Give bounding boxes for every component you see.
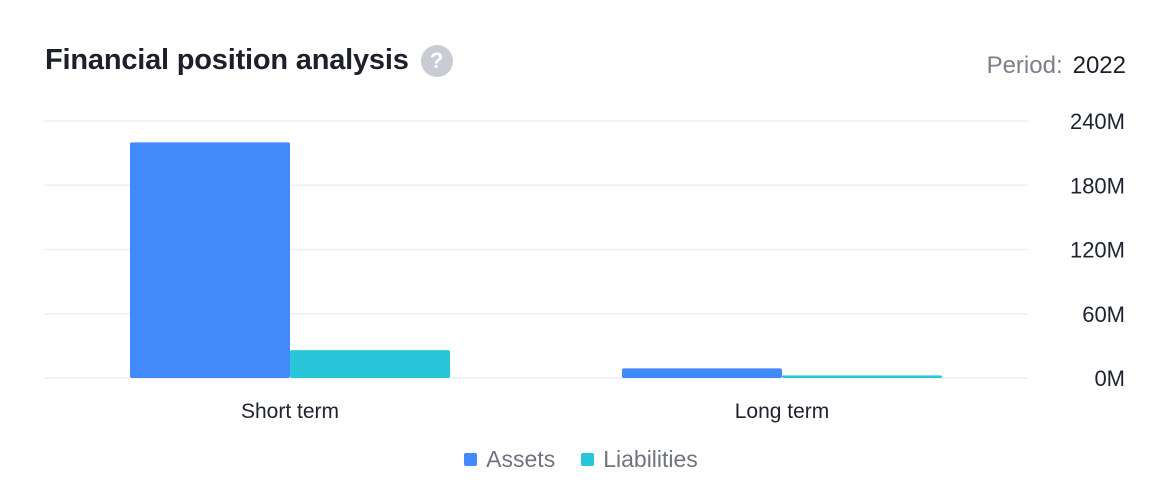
bars bbox=[130, 142, 942, 378]
legend-swatch-assets bbox=[464, 453, 478, 466]
period-label: Period: bbox=[986, 52, 1063, 79]
chart-title: Financial position analysis bbox=[45, 44, 409, 76]
x-tick-label: Short term bbox=[241, 400, 339, 423]
y-tick-label: 180M bbox=[1070, 173, 1125, 198]
legend-item-assets[interactable]: Assets bbox=[464, 446, 555, 473]
y-axis-ticks: 0M 60M 120M 180M 240M bbox=[1070, 109, 1125, 391]
bar-assets-short-term[interactable] bbox=[130, 142, 290, 378]
legend-swatch-liabilities bbox=[581, 453, 595, 466]
x-tick-label: Long term bbox=[735, 400, 830, 423]
y-tick-label: 60M bbox=[1082, 302, 1125, 327]
period-value: 2022 bbox=[1072, 52, 1126, 79]
chart-legend: Assets Liabilities bbox=[0, 446, 1162, 473]
question-mark-icon[interactable]: ? bbox=[420, 44, 453, 77]
bar-chart: 0M 60M 120M 180M 240M Short term Long term bbox=[44, 109, 1125, 423]
y-tick-label: 0M bbox=[1094, 366, 1125, 391]
legend-item-liabilities[interactable]: Liabilities bbox=[581, 446, 698, 473]
bar-liabilities-long-term[interactable] bbox=[782, 375, 942, 378]
legend-label-assets: Assets bbox=[486, 446, 556, 472]
legend-label-liabilities: Liabilities bbox=[603, 446, 698, 472]
chart-header: Financial position analysis ? bbox=[45, 44, 453, 77]
y-tick-label: 120M bbox=[1070, 238, 1125, 263]
y-tick-label: 240M bbox=[1070, 109, 1125, 134]
bar-assets-long-term[interactable] bbox=[622, 368, 782, 378]
period-selector[interactable]: Period: 2022 bbox=[987, 52, 1126, 80]
x-axis-ticks: Short term Long term bbox=[241, 400, 829, 423]
bar-liabilities-short-term[interactable] bbox=[290, 350, 450, 378]
